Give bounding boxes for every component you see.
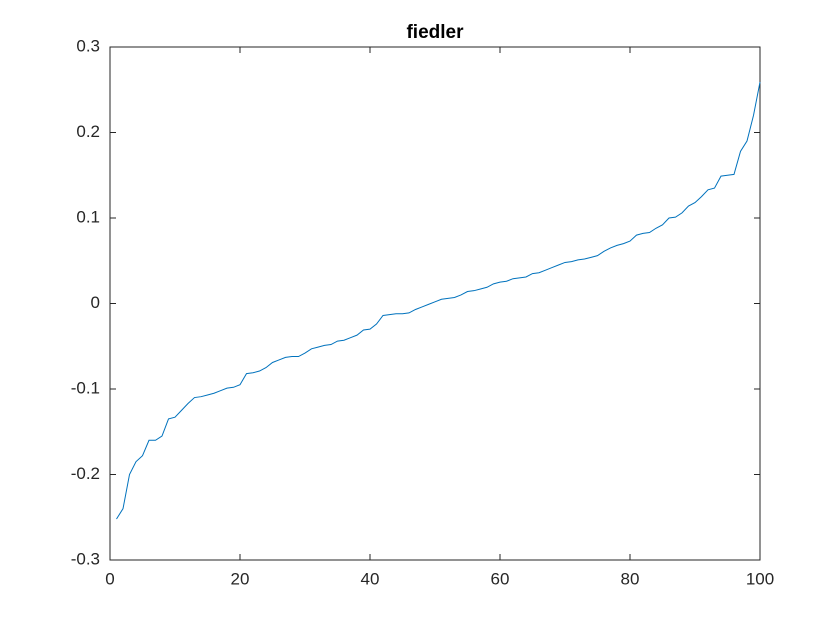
x-tick-label: 100 <box>746 569 774 588</box>
y-tick-label: -0.2 <box>71 464 100 483</box>
y-tick-label: 0.3 <box>76 36 100 55</box>
x-tick-label: 20 <box>231 569 250 588</box>
plot-box <box>109 46 761 561</box>
y-tick-label: -0.3 <box>71 549 100 568</box>
chart-title: fiedler <box>406 22 464 43</box>
y-tick-label: 0 <box>91 293 100 312</box>
line <box>116 81 761 520</box>
y-tick-label: 0.2 <box>76 122 100 141</box>
x-tick-label: 0 <box>105 569 114 588</box>
x-tick-label: 80 <box>621 569 640 588</box>
x-tick-label: 40 <box>361 569 380 588</box>
y-tick-label: -0.1 <box>71 378 100 397</box>
y-tick-label: 0.1 <box>76 207 100 226</box>
x-tick-label: 60 <box>491 569 510 588</box>
